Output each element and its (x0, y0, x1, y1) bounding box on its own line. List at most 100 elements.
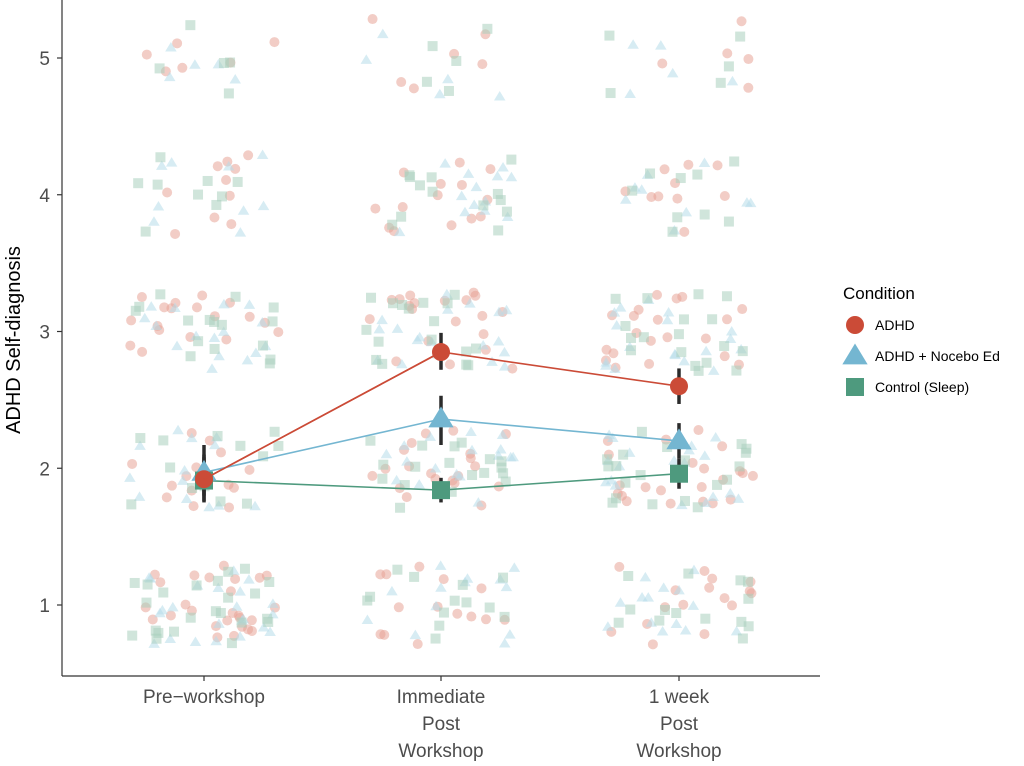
raw-point (170, 228, 181, 239)
raw-point (162, 187, 173, 198)
raw-point (269, 37, 280, 48)
raw-point (605, 474, 618, 485)
raw-point (683, 159, 694, 170)
raw-point (484, 454, 495, 465)
raw-point (202, 175, 213, 186)
raw-point (408, 83, 419, 94)
raw-point (405, 290, 416, 301)
raw-point (449, 595, 460, 606)
raw-point (189, 636, 202, 646)
raw-point (712, 479, 723, 490)
raw-point (496, 462, 507, 473)
legend-entry: ADHD (846, 316, 915, 334)
raw-point (210, 635, 222, 646)
raw-point (609, 363, 621, 373)
raw-point (735, 31, 746, 42)
raw-point (610, 319, 623, 330)
raw-point (620, 321, 631, 332)
raw-point (496, 456, 507, 467)
legend-label: ADHD + Nocebo Ed (875, 348, 1000, 364)
raw-point (250, 588, 261, 599)
y-tick-label: 3 (39, 323, 50, 344)
raw-point (747, 470, 758, 481)
raw-point (496, 429, 509, 440)
raw-point (642, 592, 655, 602)
raw-point (736, 616, 747, 627)
raw-point (399, 480, 410, 491)
raw-point (470, 343, 481, 354)
raw-point (126, 499, 137, 510)
raw-point (264, 577, 275, 588)
raw-point (204, 435, 215, 446)
raw-point (620, 477, 631, 488)
raw-point (364, 314, 375, 325)
raw-point (212, 575, 223, 586)
raw-point (479, 467, 490, 478)
raw-point (163, 71, 176, 82)
raw-point (500, 581, 513, 592)
raw-point (492, 335, 505, 346)
raw-point (456, 437, 467, 448)
raw-point (212, 582, 225, 592)
raw-point (434, 620, 445, 631)
raw-point (167, 601, 179, 612)
raw-point (444, 457, 455, 468)
raw-point (145, 301, 158, 311)
raw-point (438, 574, 449, 585)
raw-point (224, 502, 235, 513)
raw-point (734, 461, 745, 472)
raw-point (633, 304, 644, 315)
raw-point (461, 346, 472, 357)
raw-point (229, 74, 241, 84)
raw-point (662, 306, 675, 317)
raw-point (498, 346, 511, 357)
raw-point (683, 568, 694, 579)
raw-point (466, 611, 477, 622)
raw-point (679, 226, 690, 237)
raw-point (429, 462, 442, 473)
raw-point (482, 23, 493, 34)
raw-point (388, 298, 399, 309)
raw-point (618, 449, 629, 460)
raw-point (386, 585, 398, 596)
raw-point (193, 189, 204, 200)
raw-point (470, 461, 481, 472)
raw-point (724, 333, 737, 343)
raw-point (165, 610, 176, 621)
raw-point (165, 462, 176, 473)
raw-point (627, 39, 639, 49)
raw-point (477, 310, 488, 321)
x-tick-label: Pre−workshop (143, 687, 265, 708)
raw-point (498, 572, 509, 583)
raw-point (361, 324, 372, 335)
raw-point (610, 293, 621, 304)
raw-point (180, 493, 193, 504)
raw-point (698, 157, 711, 167)
raw-point (241, 498, 252, 509)
raw-point (426, 334, 437, 345)
raw-point (707, 573, 718, 584)
raw-point (258, 451, 269, 462)
raw-point (657, 582, 670, 592)
raw-point (743, 621, 754, 632)
raw-point (170, 297, 181, 308)
raw-point (234, 631, 246, 641)
raw-point (687, 600, 700, 610)
raw-point (237, 205, 250, 215)
raw-point (605, 88, 616, 99)
raw-point (652, 314, 663, 325)
raw-point (218, 57, 229, 68)
raw-point (704, 582, 715, 593)
raw-point (457, 579, 468, 590)
raw-point (690, 360, 701, 371)
legend-title: Condition (843, 284, 915, 303)
raw-point (687, 457, 698, 468)
raw-point (239, 563, 250, 574)
raw-point (493, 306, 505, 317)
raw-point (737, 304, 748, 315)
raw-point (418, 297, 429, 308)
raw-point (427, 186, 438, 197)
raw-point (397, 299, 408, 310)
raw-point (655, 485, 666, 496)
